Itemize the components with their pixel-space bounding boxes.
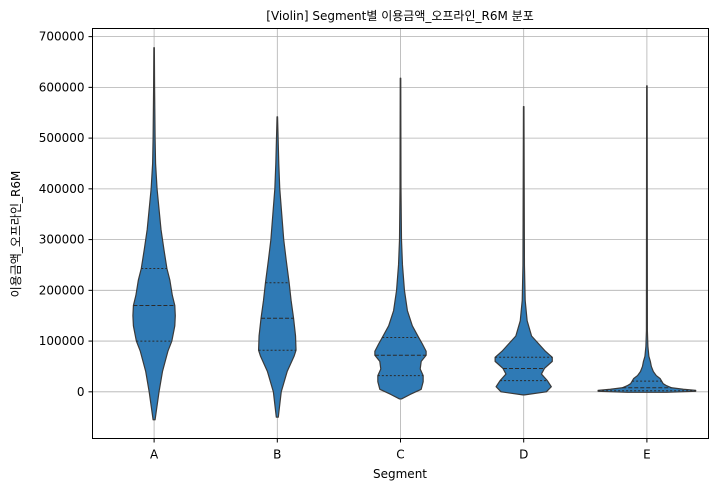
violin-E	[597, 85, 697, 393]
axis-ticks: 0 100000 200000 300000 400000 500000 600000 700…	[39, 30, 651, 462]
chart-title: [Violin] Segment별 이용금액_오프라인_R6M 분포	[266, 9, 533, 23]
y-tick-label: 700000	[39, 30, 85, 44]
y-tick-label: 300000	[39, 233, 85, 247]
x-tick-label: B	[273, 448, 281, 462]
y-tick-label: 100000	[39, 334, 85, 348]
y-tick-label: 600000	[39, 80, 85, 94]
violin-A	[132, 47, 176, 421]
x-tick-label: A	[150, 448, 159, 462]
violin-group	[132, 47, 697, 421]
x-tick-label: E	[643, 448, 651, 462]
x-tick-label: D	[519, 448, 528, 462]
y-tick-label: 0	[77, 385, 85, 399]
violin-B	[257, 116, 297, 418]
violin-D	[494, 106, 553, 396]
y-tick-label: 400000	[39, 182, 85, 196]
y-tick-label: 200000	[39, 283, 85, 297]
y-tick-label: 500000	[39, 131, 85, 145]
x-axis-label: Segment	[373, 467, 427, 481]
x-tick-label: C	[396, 448, 404, 462]
violin-C	[374, 77, 427, 400]
y-axis-label: 이용금액_오프라인_R6M	[9, 171, 23, 298]
